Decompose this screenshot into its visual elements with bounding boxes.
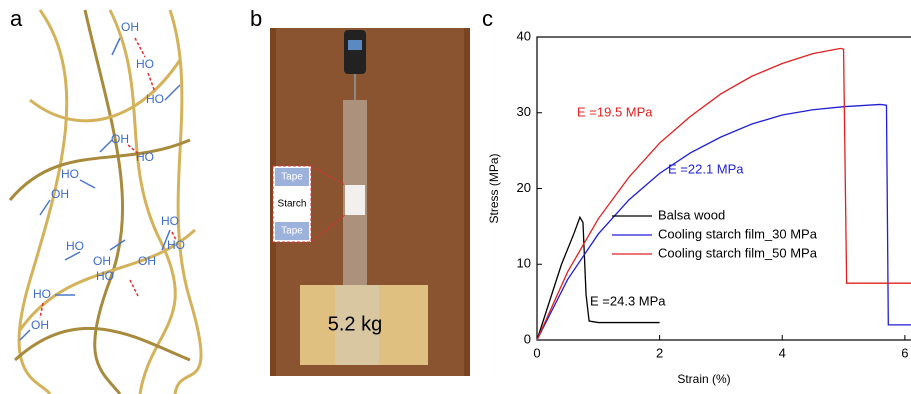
legend-label: Cooling starch film_50 MPa — [658, 245, 818, 260]
hydroxyl: HO — [146, 92, 164, 106]
annotation: E =24.3 MPa — [590, 293, 666, 308]
hydroxyl: HO — [167, 238, 185, 252]
series-line — [536, 103, 911, 341]
y-axis-label: Stress (MPa) — [487, 153, 501, 223]
hydroxyl: HO — [161, 214, 179, 228]
y-tick-label: 40 — [517, 28, 531, 43]
annotation: E =19.5 MPa — [577, 104, 653, 119]
hydroxyl: OH — [51, 187, 69, 201]
legend-label: Balsa wood — [658, 207, 725, 222]
y-tick-label: 30 — [517, 104, 531, 119]
hydroxyl: OH — [121, 20, 139, 34]
panel-label: b — [250, 6, 262, 31]
chart: 0 10 20 30 40 0 2 4 6 Strain (%) Stress (MPa) Balsa… — [487, 28, 911, 386]
fiber-network — [8, 9, 203, 394]
x-tick-label: 4 — [779, 345, 786, 360]
series-line — [536, 215, 660, 341]
hydroxyl: OH — [31, 318, 49, 332]
x-axis-label: Strain (%) — [677, 372, 730, 386]
hydroxyl: HO — [66, 239, 84, 253]
x-tick-label: 6 — [901, 345, 908, 360]
legend-label: Cooling starch film_30 MPa — [658, 226, 818, 241]
hydroxyl: OH — [111, 132, 129, 146]
hydroxyl: HO — [136, 150, 154, 164]
panel-label: a — [10, 6, 23, 31]
panel-label: c — [482, 6, 493, 31]
x-tick-label: 0 — [533, 345, 540, 360]
tape-label: Tape — [281, 172, 303, 183]
tape-label: Tape — [281, 226, 303, 237]
hydroxyl: HO — [33, 287, 51, 301]
series-line — [536, 47, 911, 341]
mass-label: 5.2 kg — [328, 313, 382, 335]
y-tick-label: 0 — [524, 331, 531, 346]
hydroxyl: OH — [138, 254, 156, 268]
bonds — [19, 37, 181, 341]
annotation: E =22.1 MPa — [668, 161, 744, 176]
hydroxyl: OH — [93, 254, 111, 268]
starch-label: Starch — [278, 199, 307, 210]
y-tick-label: 20 — [517, 180, 531, 195]
hydroxyl: HO — [61, 167, 79, 181]
hydroxyl: HO — [96, 269, 114, 283]
hydroxyl: HO — [136, 57, 154, 71]
photo — [270, 28, 470, 376]
x-tick-label: 2 — [656, 345, 663, 360]
y-tick-label: 10 — [517, 256, 531, 271]
